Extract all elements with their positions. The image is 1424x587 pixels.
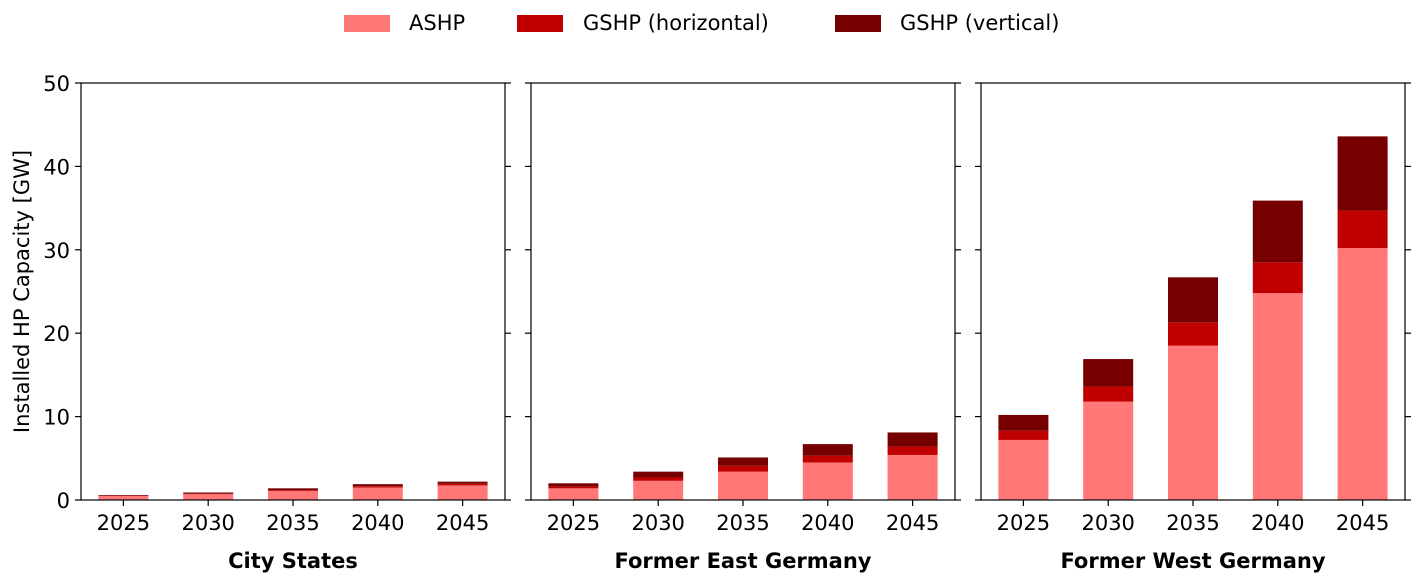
- bar-p1-c2-s0: [718, 472, 768, 500]
- y-tick-label-2: 20: [43, 322, 70, 346]
- bar-p2-c2-s0: [1168, 346, 1218, 500]
- bar-p2-c4-s0: [1338, 248, 1388, 500]
- x-tick-label-p2-3: 2040: [1251, 511, 1304, 535]
- bar-p2-c3-s0: [1253, 293, 1303, 500]
- bar-p0-c4-s0: [438, 485, 488, 500]
- bar-p0-c3-s0: [353, 487, 403, 500]
- legend-label-0: ASHP: [409, 11, 465, 35]
- panel-frame-0: [81, 83, 505, 500]
- x-tick-label-p0-0: 2025: [97, 511, 150, 535]
- bar-p0-c3-s1: [353, 486, 403, 487]
- x-tick-label-p0-3: 2040: [351, 511, 404, 535]
- x-tick-label-p2-0: 2025: [997, 511, 1050, 535]
- panel-title-2: Former West Germany: [1060, 549, 1325, 573]
- bar-p0-c2-s1: [268, 490, 318, 491]
- legend-label-1: GSHP (horizontal): [583, 11, 769, 35]
- y-axis-label: Installed HP Capacity [GW]: [10, 150, 34, 433]
- x-tick-label-p1-2: 2035: [716, 511, 769, 535]
- bar-p0-c0-s2: [98, 495, 148, 496]
- bar-p1-c3-s2: [803, 444, 853, 456]
- y-tick-label-4: 40: [43, 155, 70, 179]
- bar-p0-c2-s0: [268, 491, 318, 500]
- y-tick-label-3: 30: [43, 239, 70, 263]
- bar-p0-c3-s2: [353, 484, 403, 486]
- bar-p1-c1-s2: [633, 472, 683, 478]
- bar-p2-c4-s2: [1338, 136, 1388, 210]
- bar-p0-c1-s0: [183, 494, 233, 500]
- bar-p1-c4-s0: [888, 455, 938, 500]
- bar-p2-c1-s1: [1083, 387, 1133, 402]
- bar-p1-c1-s1: [633, 477, 683, 480]
- legend-swatch-2: [835, 15, 881, 32]
- bar-p2-c4-s1: [1338, 211, 1388, 249]
- bar-p1-c0-s1: [548, 487, 598, 489]
- panel-title-0: City States: [228, 549, 358, 573]
- panel-title-1: Former East Germany: [615, 549, 872, 573]
- bar-p0-c2-s2: [268, 488, 318, 490]
- bar-p1-c2-s2: [718, 457, 768, 465]
- bar-p1-c1-s0: [633, 481, 683, 500]
- legend-swatch-1: [517, 15, 563, 32]
- x-tick-label-p2-2: 2035: [1166, 511, 1219, 535]
- x-tick-label-p1-4: 2045: [886, 511, 939, 535]
- bar-p0-c1-s2: [183, 492, 233, 493]
- bar-p2-c0-s2: [998, 415, 1048, 431]
- y-tick-label-0: 0: [57, 489, 70, 513]
- bar-p1-c0-s2: [548, 483, 598, 486]
- y-tick-label-1: 10: [43, 406, 70, 430]
- bar-p1-c3-s0: [803, 462, 853, 500]
- bar-p2-c3-s2: [1253, 201, 1303, 263]
- y-tick-label-5: 50: [43, 72, 70, 96]
- bar-p2-c1-s2: [1083, 359, 1133, 387]
- bar-p2-c2-s2: [1168, 277, 1218, 322]
- x-tick-label-p2-4: 2045: [1336, 511, 1389, 535]
- x-tick-label-p1-3: 2040: [801, 511, 854, 535]
- bar-p0-c0-s0: [98, 496, 148, 500]
- bar-p1-c3-s1: [803, 456, 853, 463]
- x-tick-label-p0-1: 2030: [181, 511, 234, 535]
- bar-p2-c0-s1: [998, 431, 1048, 440]
- bar-p2-c0-s0: [998, 440, 1048, 500]
- bar-p2-c3-s1: [1253, 262, 1303, 293]
- bar-p2-c1-s0: [1083, 402, 1133, 500]
- x-tick-label-p1-1: 2030: [631, 511, 684, 535]
- legend-label-2: GSHP (vertical): [900, 11, 1059, 35]
- bar-p0-c4-s2: [438, 482, 488, 484]
- legend-swatch-0: [344, 15, 390, 32]
- x-tick-label-p2-1: 2030: [1081, 511, 1134, 535]
- bar-p1-c4-s1: [888, 447, 938, 455]
- x-tick-label-p0-2: 2035: [266, 511, 319, 535]
- bar-p1-c0-s0: [548, 488, 598, 500]
- bar-p2-c2-s1: [1168, 322, 1218, 345]
- x-tick-label-p1-0: 2025: [547, 511, 600, 535]
- bar-p0-c4-s1: [438, 484, 488, 486]
- bar-p1-c2-s1: [718, 466, 768, 472]
- bar-p1-c4-s2: [888, 432, 938, 446]
- x-tick-label-p0-4: 2045: [436, 511, 489, 535]
